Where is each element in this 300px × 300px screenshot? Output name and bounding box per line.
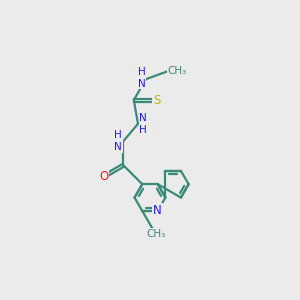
Text: O: O <box>99 170 108 183</box>
Text: N: N <box>153 204 162 218</box>
Text: H
N: H N <box>114 130 122 152</box>
Text: CH₃: CH₃ <box>146 229 165 239</box>
Text: H
N: H N <box>137 67 145 88</box>
Text: CH₃: CH₃ <box>168 66 187 76</box>
Text: N
H: N H <box>140 113 147 135</box>
Text: S: S <box>153 94 160 106</box>
